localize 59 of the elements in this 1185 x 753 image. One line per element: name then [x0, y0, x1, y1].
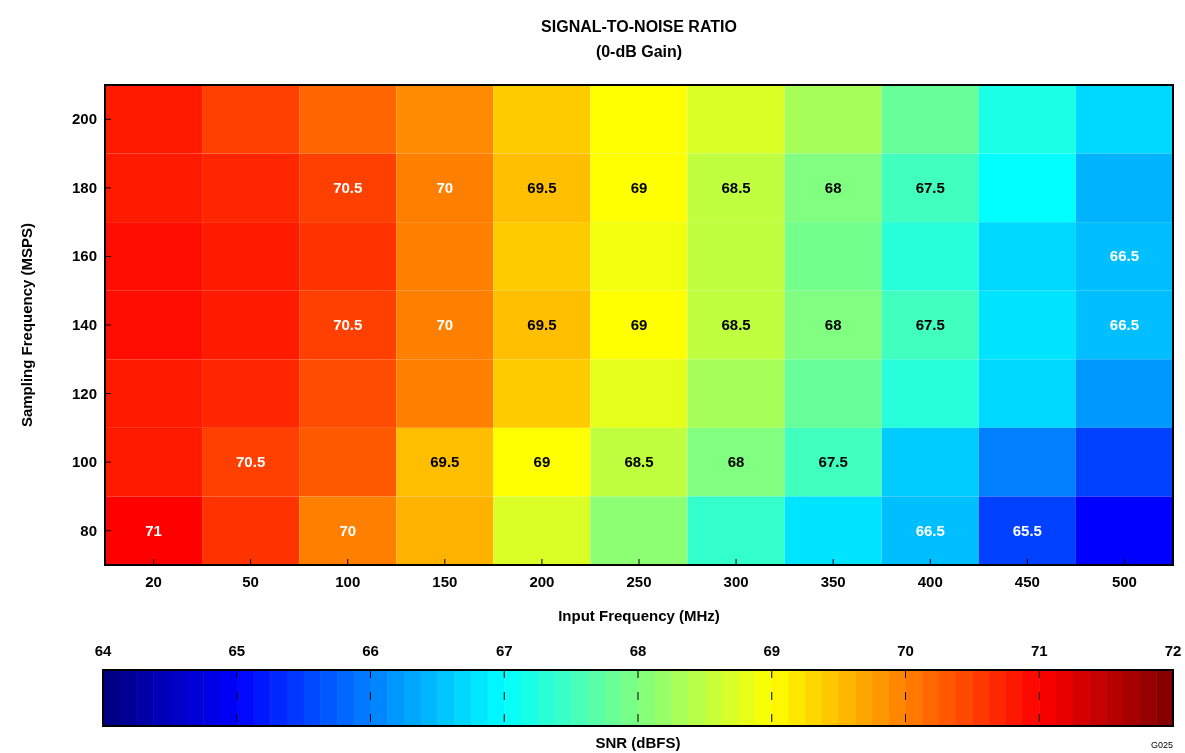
- data-label: 69.5: [430, 453, 460, 471]
- chart-title: SIGNAL-TO-NOISE RATIO: [541, 18, 737, 35]
- x-tick-label: 500: [1111, 573, 1137, 590]
- data-label: 68: [727, 453, 745, 471]
- data-label: 70: [436, 178, 454, 196]
- data-label: 70.5: [333, 178, 363, 196]
- color-bar-label: 70: [897, 642, 914, 659]
- y-tick-label: 80: [80, 521, 97, 539]
- x-tick-label: 200: [529, 573, 555, 590]
- x-tick-label: 50: [242, 573, 259, 590]
- data-label: 69.5: [527, 178, 557, 196]
- y-tick-label: 200: [71, 110, 97, 128]
- data-label: 71: [145, 521, 162, 539]
- x-tick-label: 250: [626, 573, 652, 590]
- data-label: 70: [436, 316, 454, 333]
- data-label: 66.5: [1109, 316, 1140, 333]
- data-label: 69.5: [527, 316, 557, 333]
- chart-subtitle: (0-dB Gain): [595, 43, 683, 60]
- color-bar-title: SNR (dBFS): [595, 734, 681, 751]
- x-tick-label: 350: [820, 573, 846, 590]
- data-label: 68: [824, 316, 842, 333]
- y-tick-label: 100: [71, 453, 97, 471]
- x-axis-title: Input Frequency (MHz): [558, 607, 720, 624]
- y-tick-label: 180: [71, 178, 97, 196]
- data-label: 70: [339, 521, 357, 539]
- data-label: 65.5: [1012, 521, 1042, 539]
- y-tick-label: 120: [71, 384, 97, 402]
- data-label: 67.5: [915, 178, 945, 196]
- color-bar-label: 66: [362, 642, 379, 659]
- x-tick-label: 300: [723, 573, 749, 590]
- y-tick-label: 160: [71, 247, 97, 265]
- y-axis-title: Sampling Frequency (MSPS): [18, 222, 35, 428]
- color-bar-label: 65: [228, 642, 246, 659]
- color-bar-label: 69: [763, 642, 781, 659]
- data-label: 69: [630, 316, 648, 333]
- data-label: 66.5: [1109, 247, 1140, 265]
- data-label: 69: [533, 453, 551, 471]
- data-label: 68.5: [624, 453, 654, 471]
- data-label: 68.5: [721, 316, 751, 333]
- color-bar-label: 67: [495, 642, 513, 659]
- y-tick-label: 140: [71, 316, 97, 333]
- color-bar-label: 68: [629, 642, 647, 659]
- x-tick-label: 100: [335, 573, 361, 590]
- x-tick-label: 150: [432, 573, 458, 590]
- text: G025: [1150, 740, 1173, 750]
- data-label: 69: [630, 178, 648, 196]
- data-label: 66.5: [915, 521, 945, 539]
- x-tick-label: 400: [917, 573, 943, 590]
- data-label: 67.5: [915, 316, 945, 333]
- x-tick-label: 20: [145, 573, 162, 590]
- data-label: 68: [824, 178, 842, 196]
- color-bar-label: 72: [1164, 642, 1182, 659]
- data-label: 70.5: [236, 453, 266, 471]
- data-label: 67.5: [818, 453, 848, 471]
- data-label: 68.5: [721, 178, 751, 196]
- x-tick-label: 450: [1014, 573, 1040, 590]
- color-bar-label: 64: [94, 642, 112, 659]
- data-label: 70.5: [333, 316, 363, 333]
- color-bar-label: 71: [1030, 642, 1048, 659]
